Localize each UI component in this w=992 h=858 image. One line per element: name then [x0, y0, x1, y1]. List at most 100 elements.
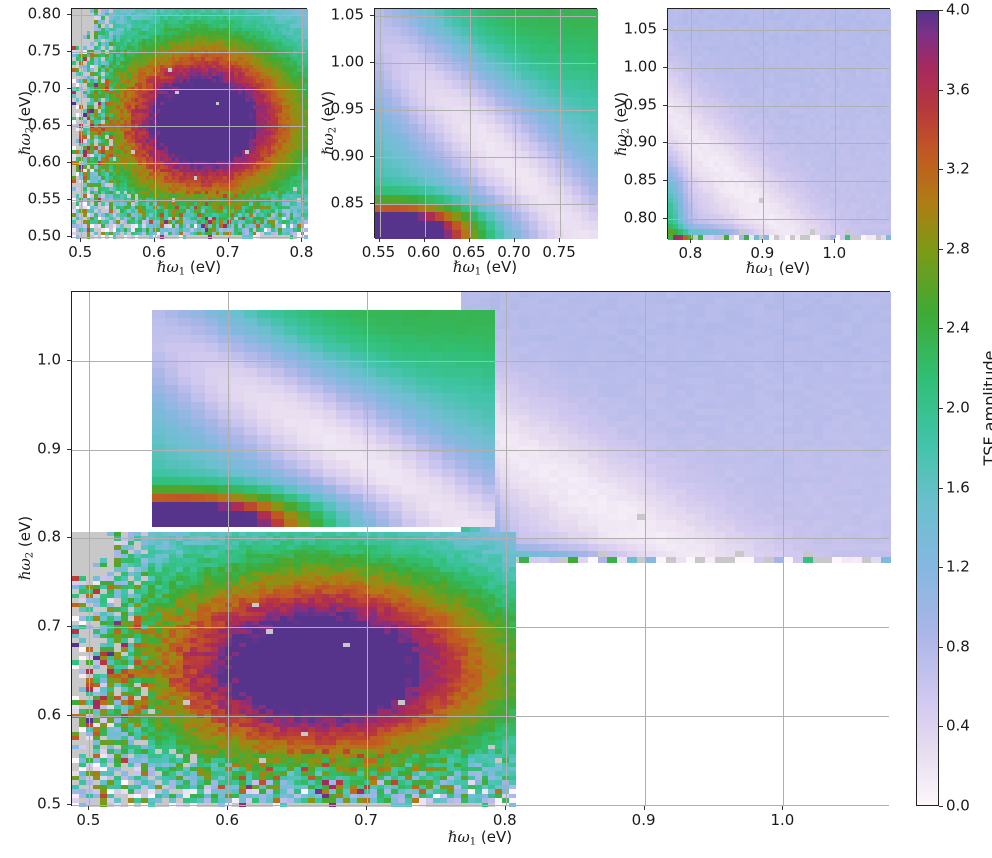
- x-tick-label: 0.6: [142, 243, 166, 261]
- y-tick-mark: [370, 155, 374, 157]
- panel-a-heatmap-image: [72, 9, 308, 239]
- panel-d-combined[interactable]: [71, 291, 891, 807]
- panel-d-heatmap-image: [72, 292, 891, 807]
- y-tick-label: 0.5: [37, 794, 61, 813]
- y-tick-mark: [370, 108, 374, 110]
- x-tick-label: 0.9: [631, 811, 656, 829]
- x-tick-label: 0.75: [542, 243, 576, 261]
- x-tick-mark: [80, 238, 82, 242]
- x-tick-mark: [504, 806, 506, 810]
- x-tick-mark: [301, 238, 303, 242]
- colorbar-tick-label: 2.0: [946, 398, 970, 417]
- x-tick-mark: [513, 238, 515, 242]
- x-tick-label: 0.5: [76, 811, 101, 829]
- colorbar-label: TSF amplitude: [980, 350, 992, 466]
- x-tick-mark: [227, 806, 229, 810]
- x-tick-label: 0.70: [497, 243, 531, 261]
- y-tick-mark: [67, 124, 71, 126]
- panel-a-xlabel: ℏω1 (eV): [156, 258, 222, 278]
- x-tick-label: 0.6: [215, 811, 240, 829]
- y-tick-label: 1.05: [623, 19, 657, 38]
- y-tick-label: 0.95: [330, 99, 364, 118]
- panel-b-low-high[interactable]: [374, 8, 598, 239]
- colorbar-tick-label: 0.4: [946, 716, 970, 735]
- colorbar-tick-mark: [939, 806, 943, 807]
- y-tick-label: 0.6: [37, 705, 61, 724]
- y-tick-mark: [663, 142, 667, 144]
- x-tick-label: 0.8: [678, 244, 703, 262]
- panel-a-low-low[interactable]: [71, 8, 308, 239]
- x-tick-label: 0.8: [492, 811, 517, 829]
- colorbar-tick-mark: [939, 646, 943, 648]
- y-tick-label: 0.75: [27, 41, 61, 60]
- y-tick-mark: [67, 537, 71, 539]
- colorbar-tick-label: 2.4: [946, 318, 970, 337]
- y-tick-label: 0.8: [37, 527, 61, 546]
- y-tick-label: 0.85: [623, 170, 657, 189]
- colorbar-tick-label: 1.2: [946, 557, 970, 576]
- colorbar-tick-mark: [939, 169, 943, 171]
- y-tick-mark: [370, 202, 374, 204]
- colorbar-tick-mark: [939, 487, 943, 489]
- x-tick-label: 0.65: [452, 243, 486, 261]
- y-tick-label: 1.0: [37, 350, 61, 369]
- colorbar-gradient: [917, 11, 938, 805]
- x-tick-mark: [365, 806, 367, 810]
- y-tick-label: 0.70: [27, 78, 61, 97]
- colorbar-tick-label: 0.0: [946, 796, 970, 815]
- x-tick-label: 0.8: [289, 243, 314, 261]
- x-tick-label: 1.0: [770, 811, 795, 829]
- y-tick-label: 0.90: [330, 146, 364, 165]
- y-tick-mark: [67, 359, 71, 361]
- y-tick-label: 0.50: [27, 226, 61, 245]
- y-tick-mark: [67, 13, 71, 15]
- x-tick-mark: [643, 806, 645, 810]
- colorbar-tick-mark: [939, 248, 943, 250]
- panel-d-ylabel: ℏω2 (eV): [16, 515, 36, 581]
- y-tick-label: 0.90: [623, 132, 657, 151]
- x-tick-label: 0.60: [406, 243, 441, 261]
- panel-c-xlabel: ℏω1 (eV): [745, 259, 811, 279]
- y-tick-label: 0.7: [37, 616, 61, 635]
- panel-b-heatmap-image: [375, 9, 598, 239]
- y-tick-label: 0.9: [37, 439, 61, 458]
- colorbar-tick-mark: [939, 726, 943, 728]
- y-tick-mark: [67, 50, 71, 52]
- panel-d-xlabel: ℏω1 (eV): [447, 828, 513, 848]
- y-tick-mark: [67, 448, 71, 450]
- x-tick-mark: [423, 238, 425, 242]
- x-tick-mark: [468, 238, 470, 242]
- colorbar-tick-mark: [939, 328, 943, 330]
- y-tick-label: 1.00: [330, 52, 364, 71]
- colorbar-tick-mark: [939, 89, 943, 91]
- colorbar-tick-mark: [939, 10, 943, 11]
- y-tick-mark: [67, 161, 71, 163]
- x-tick-mark: [378, 238, 380, 242]
- y-tick-label: 0.85: [330, 193, 364, 212]
- y-tick-mark: [663, 66, 667, 68]
- x-tick-label: 0.5: [68, 243, 93, 261]
- y-tick-mark: [370, 61, 374, 63]
- x-tick-label: 0.9: [750, 244, 775, 262]
- y-tick-label: 0.55: [27, 189, 61, 208]
- panel-b-xlabel: ℏω1 (eV): [452, 258, 518, 278]
- x-tick-label: 0.7: [215, 243, 240, 261]
- y-tick-label: 0.65: [27, 115, 61, 134]
- y-tick-mark: [663, 28, 667, 30]
- colorbar-tick-mark: [939, 567, 943, 569]
- y-tick-mark: [67, 626, 71, 628]
- y-tick-mark: [67, 87, 71, 89]
- x-tick-mark: [834, 239, 836, 243]
- colorbar[interactable]: [916, 10, 939, 806]
- panel-c-high-high[interactable]: [667, 8, 891, 240]
- y-tick-mark: [370, 15, 374, 17]
- y-tick-mark: [663, 218, 667, 220]
- y-tick-label: 0.80: [623, 208, 657, 227]
- x-tick-mark: [88, 806, 90, 810]
- x-tick-mark: [762, 239, 764, 243]
- x-tick-mark: [227, 238, 229, 242]
- y-tick-mark: [663, 104, 667, 106]
- y-tick-mark: [67, 236, 71, 238]
- x-tick-label: 1.0: [822, 244, 847, 262]
